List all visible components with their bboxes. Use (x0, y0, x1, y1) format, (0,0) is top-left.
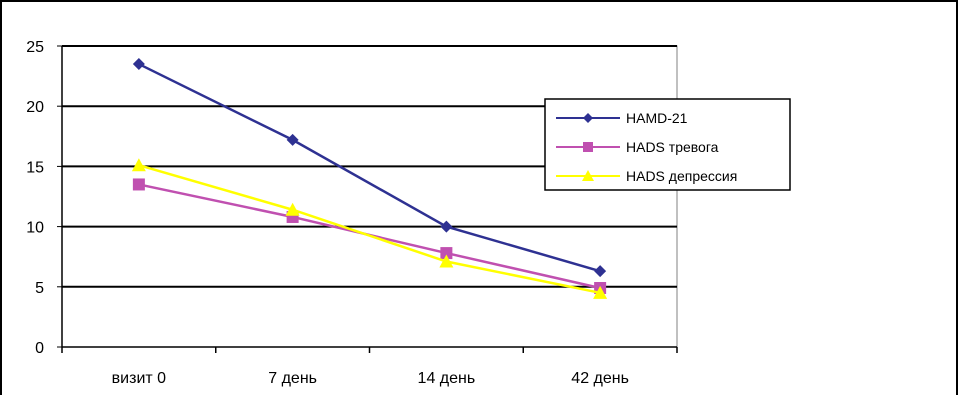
gridlines (62, 45, 677, 288)
x-tick-label-2: 14 день (418, 370, 476, 387)
axes (57, 45, 678, 353)
data-point-0-1 (286, 133, 299, 146)
y-tick-labels: 0 5 10 15 20 25 (26, 39, 44, 357)
legend-entry-1: HADS тревога (556, 139, 719, 155)
data-point-0-3 (594, 265, 607, 278)
plot-area (61, 45, 678, 348)
legend-entry-2: HADS депрессия (556, 168, 737, 184)
legend-marker-1 (583, 142, 593, 152)
legend-entry-0: HAMD-21 (556, 110, 688, 126)
data-point-0-0 (132, 58, 145, 71)
data-point-0-2 (440, 220, 453, 233)
legend-label-1: HADS тревога (626, 139, 719, 155)
y-tick-label-1: 5 (35, 280, 44, 297)
data-point-2-3 (593, 285, 608, 299)
data-point-1-0 (132, 178, 145, 191)
series-line-2 (138, 163, 601, 295)
series-2 (131, 158, 608, 299)
data-point-2-1 (285, 202, 300, 216)
series-0 (132, 58, 607, 278)
legend-marker-2 (582, 170, 594, 181)
legend-marker-0 (583, 113, 593, 123)
x-tick-labels: визит 0 7 день 14 день 42 день (112, 370, 629, 387)
y-tick-label-5: 25 (26, 39, 44, 56)
x-tick-label-1: 7 день (268, 370, 317, 387)
legend: HAMD-21 HADS тревога HADS депрессия (544, 98, 791, 191)
y-tick-label-4: 20 (26, 99, 44, 116)
y-tick-label-0: 0 (35, 340, 44, 357)
data-point-2-0 (131, 158, 146, 172)
data-point-2-2 (439, 254, 454, 268)
y-tick-label-2: 10 (26, 220, 44, 237)
legend-label-0: HAMD-21 (626, 110, 688, 126)
y-tick-label-3: 15 (26, 159, 44, 176)
series-line-0 (138, 62, 601, 273)
legend-label-2: HADS депрессия (626, 168, 737, 184)
data-point-1-2 (440, 247, 453, 260)
x-tick-label-0: визит 0 (112, 370, 166, 387)
series-group (131, 58, 608, 299)
x-tick-label-3: 42 день (571, 370, 629, 387)
